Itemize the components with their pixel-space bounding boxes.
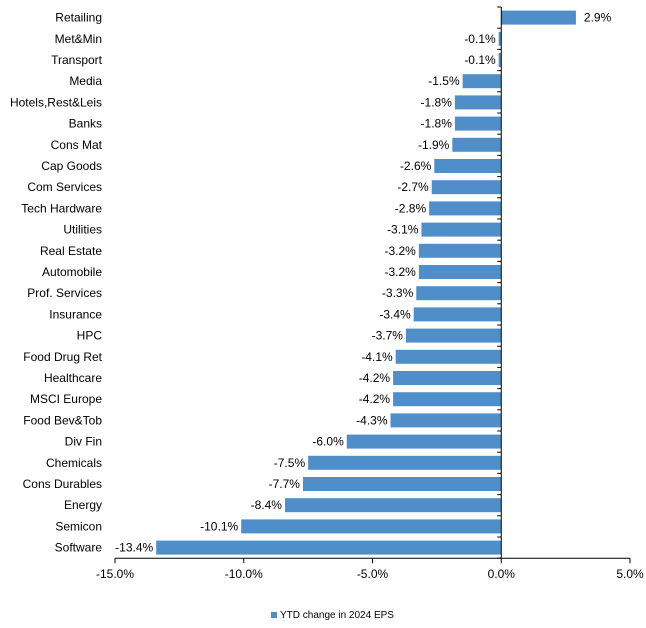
category-label-5: Banks (69, 117, 102, 131)
value-label-17: -4.2% (359, 371, 391, 385)
category-label-4: Hotels,Rest&Leis (10, 95, 102, 109)
category-label-7: Cap Goods (41, 159, 102, 173)
bar-5 (454, 116, 502, 131)
bar-20 (346, 434, 502, 449)
bar-9 (429, 201, 502, 216)
x-tick-label-4: 5.0% (616, 567, 644, 581)
value-label-0: 2.9% (584, 11, 612, 25)
bar-3 (462, 74, 502, 89)
x-tick-label-1: -10.0% (225, 567, 263, 581)
value-label-5: -1.8% (421, 117, 453, 131)
value-label-9: -2.8% (395, 201, 427, 215)
bar-15 (405, 328, 502, 343)
bar-21 (308, 455, 502, 470)
bar-17 (393, 371, 502, 385)
category-label-23: Energy (64, 498, 102, 512)
bar-11 (418, 243, 502, 258)
category-label-2: Transport (51, 53, 103, 67)
category-label-10: Utilities (63, 223, 102, 237)
category-label-15: HPC (77, 329, 103, 343)
value-label-2: -0.1% (464, 53, 496, 67)
value-label-4: -1.8% (421, 95, 453, 109)
bar-7 (434, 159, 502, 173)
category-label-12: Automobile (42, 265, 102, 279)
legend: YTD change in 2024 EPS (271, 610, 394, 621)
bar-13 (416, 286, 502, 301)
bar-18 (393, 392, 502, 407)
category-label-21: Chemicals (46, 456, 102, 470)
value-label-15: -3.7% (372, 329, 404, 343)
value-label-13: -3.3% (382, 286, 414, 300)
value-label-11: -3.2% (384, 244, 416, 258)
category-label-16: Food Drug Ret (23, 350, 102, 364)
value-label-18: -4.2% (359, 392, 391, 406)
value-labels: 2.9% -0.1% -0.1% -1.5% -1.8% -1.8% -1.9% -2.6% -… (115, 11, 611, 555)
value-label-6: -1.9% (418, 138, 450, 152)
category-label-18: MSCI Europe (30, 392, 102, 406)
bar-10 (421, 222, 502, 237)
category-labels: Retailing Met&Min Transport Media Hotels,Res… (10, 11, 103, 555)
value-label-7: -2.6% (400, 159, 432, 173)
x-tick-label-3: 0.0% (488, 567, 516, 581)
bar-6 (452, 137, 502, 152)
category-label-19: Food Bev&Tob (23, 413, 102, 427)
value-label-1: -0.1% (464, 32, 496, 46)
category-label-6: Cons Mat (51, 138, 103, 152)
category-label-25: Software (55, 541, 103, 555)
category-label-20: Div Fin (65, 435, 102, 449)
value-label-21: -7.5% (274, 456, 306, 470)
value-label-8: -2.7% (397, 180, 429, 194)
category-label-8: Com Services (27, 180, 102, 194)
value-label-14: -3.4% (379, 307, 411, 321)
value-label-19: -4.3% (356, 413, 388, 427)
category-label-3: Media (69, 74, 102, 88)
legend-label: YTD change in 2024 EPS (280, 610, 394, 621)
category-label-13: Prof. Services (27, 286, 102, 300)
bar-12 (418, 265, 502, 279)
bar-24 (241, 519, 502, 534)
bar-14 (413, 307, 502, 322)
value-label-16: -4.1% (361, 350, 393, 364)
bar-8 (431, 180, 502, 195)
category-label-0: Retailing (55, 11, 102, 25)
category-label-22: Cons Durables (23, 477, 102, 491)
value-label-20: -6.0% (312, 435, 344, 449)
bar-22 (302, 477, 502, 491)
value-label-24: -10.1% (200, 519, 238, 533)
bars-group (156, 10, 576, 555)
bar-1 (498, 31, 502, 46)
category-label-17: Healthcare (44, 371, 102, 385)
category-label-1: Met&Min (55, 32, 102, 46)
axes: -15.0% -10.0% -5.0% 0.0% 5.0% (96, 6, 644, 581)
bar-0 (501, 10, 576, 25)
value-label-12: -3.2% (384, 265, 416, 279)
category-label-24: Semicon (55, 519, 102, 533)
category-label-11: Real Estate (40, 244, 102, 258)
category-label-9: Tech Hardware (21, 201, 102, 215)
value-label-10: -3.1% (387, 223, 419, 237)
value-label-3: -1.5% (428, 74, 460, 88)
value-label-25: -13.4% (115, 541, 153, 555)
category-label-14: Insurance (49, 307, 102, 321)
x-tick-label-2: -5.0% (357, 567, 389, 581)
bar-16 (395, 349, 502, 364)
bar-2 (498, 53, 502, 67)
bar-25 (156, 540, 502, 555)
value-label-23: -8.4% (251, 498, 283, 512)
bar-19 (390, 413, 502, 428)
x-tick-label-0: -15.0% (96, 567, 134, 581)
legend-swatch (271, 612, 277, 618)
bar-23 (284, 498, 502, 513)
bar-4 (454, 95, 502, 110)
value-label-22: -7.7% (269, 477, 301, 491)
